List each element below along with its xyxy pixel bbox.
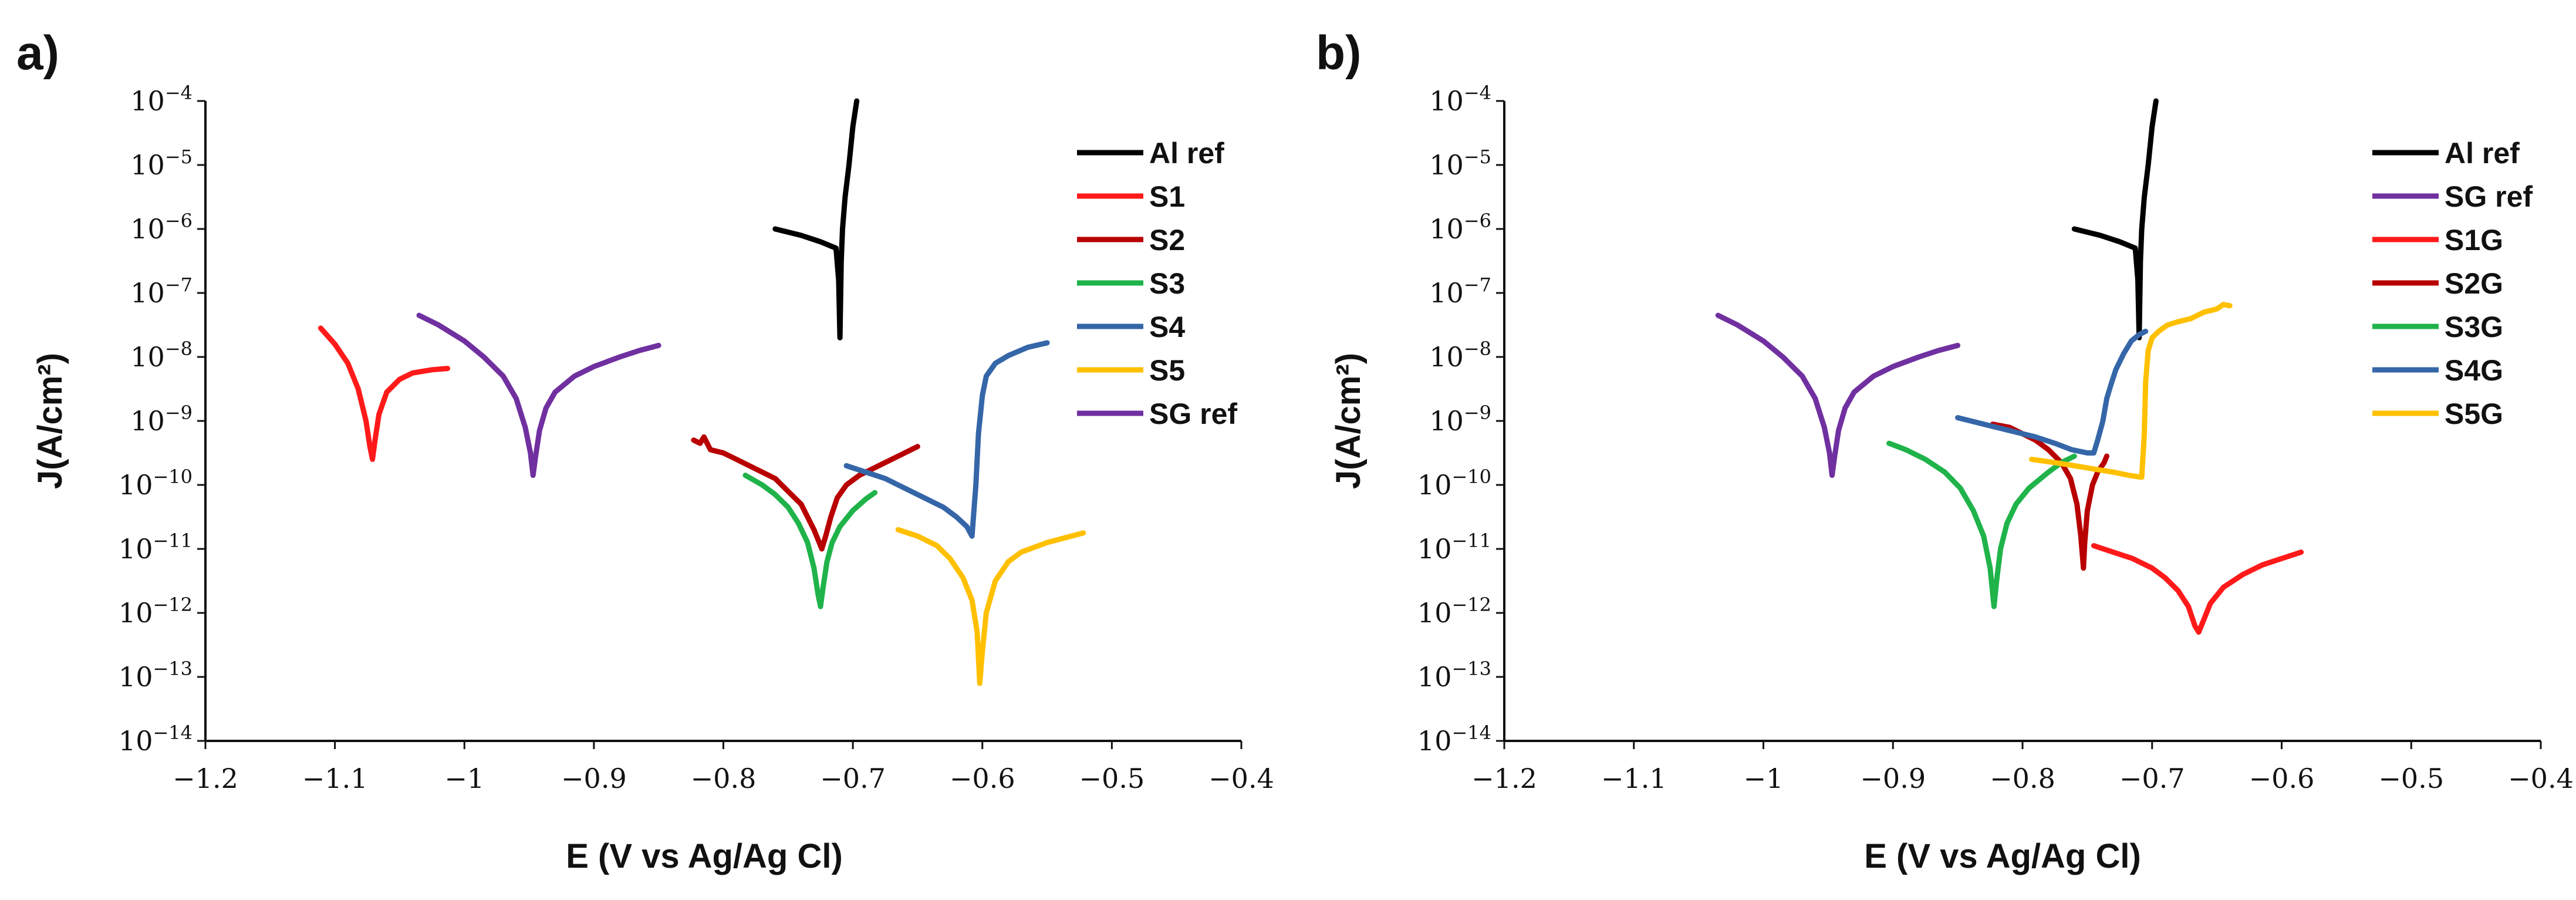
x-tick-label: −0.7 [2119, 763, 2185, 794]
x-tick-label: −0.9 [1860, 763, 1926, 794]
y-tick-label: 10−4 [130, 82, 193, 117]
y-tick-label: 10−12 [119, 594, 193, 629]
panel-label: a) [16, 26, 59, 80]
y-tick-label: 10−7 [130, 274, 193, 309]
panel-label: b) [1316, 26, 1361, 80]
y-tick-label: 10−9 [130, 402, 193, 437]
y-tick-label: 10−7 [1429, 274, 1491, 309]
series-line-s5 [895, 527, 1086, 686]
y-tick-label: 10−11 [119, 530, 193, 565]
series-line-s2 [691, 434, 920, 552]
x-tick-label: −0.6 [950, 763, 1015, 794]
x-tick-label: −0.7 [820, 763, 886, 794]
x-tick-label: −0.8 [1990, 763, 2055, 794]
x-axis-title: E (V vs Ag/Ag Cl) [566, 837, 843, 875]
x-tick-label: −0.6 [2249, 763, 2315, 794]
x-tick-label: −1.2 [173, 763, 238, 794]
x-tick-label: −1 [1744, 763, 1784, 794]
x-tick-label: −1.1 [1601, 763, 1667, 794]
legend-label-s5: S5 [1149, 354, 1185, 387]
y-tick-label: 10−11 [1417, 530, 1491, 565]
y-tick-label: 10−14 [119, 722, 193, 757]
x-tick-label: −1 [444, 763, 484, 794]
x-tick-label: −1.2 [1471, 763, 1537, 794]
legend-label-s1g: S1G [2445, 224, 2503, 257]
series-line-s3g [1886, 440, 2077, 609]
legend-label-sg-ref: SG ref [1149, 397, 1237, 430]
x-tick-label: −0.9 [561, 763, 627, 794]
legend-label-s3: S3 [1149, 267, 1185, 300]
x-tick-label: −0.8 [691, 763, 757, 794]
legend-label-s3g: S3G [2445, 311, 2503, 343]
series-line-al-ref [2071, 98, 2159, 341]
y-tick-label: 10−9 [1429, 402, 1491, 437]
y-tick-label: 10−5 [130, 146, 193, 181]
y-tick-label: 10−13 [1417, 658, 1491, 693]
y-tick-label: 10−8 [1429, 338, 1491, 373]
legend-label-s2: S2 [1149, 224, 1185, 257]
series-line-al-ref [772, 98, 860, 341]
x-axis-title: E (V vs Ag/Ag Cl) [1864, 837, 2141, 875]
panel-a: a) −1.2 −1.1 −1 −0.9 −0.8 −0.7 −0.6 −0.5 −0.4 10−4… [16, 26, 1274, 875]
series-line-s4 [843, 340, 1050, 539]
y-tick-label: 10−12 [1417, 594, 1491, 629]
y-tick-label: 10−4 [1429, 82, 1491, 117]
legend-label-s1: S1 [1149, 180, 1185, 213]
series-line-s4g [1955, 328, 2149, 456]
series-line-s3 [742, 473, 878, 609]
legend-label-al-ref: Al ref [1149, 137, 1224, 170]
x-tick-label: −1.1 [302, 763, 368, 794]
legend-label-al-ref: Al ref [2445, 137, 2520, 170]
y-tick-label: 10−10 [1417, 466, 1491, 501]
series-line-s1g [2091, 543, 2304, 635]
x-tick-label: −0.4 [2508, 763, 2574, 794]
legend-label-s5g: S5G [2445, 397, 2503, 430]
x-tick-label: −0.4 [1208, 763, 1274, 794]
y-tick-label: 10−5 [1429, 146, 1491, 181]
series-line-s2g [1990, 422, 2109, 571]
y-tick-label: 10−8 [130, 338, 193, 373]
y-tick-label: 10−14 [1417, 722, 1491, 757]
panel-b: b) −1.2 −1.1 −1 −0.9 −0.8 −0.7 −0.6 −0.5 −0.4 10−4… [1316, 26, 2574, 875]
y-axis-title: J(A/cm²) [31, 353, 69, 489]
y-axis-title: J(A/cm²) [1329, 353, 1368, 489]
legend-label-s2g: S2G [2445, 267, 2503, 300]
legend-label-sg-ref: SG ref [2445, 180, 2533, 213]
legend-label-s4g: S4G [2445, 354, 2503, 387]
series-line-sg-ref [416, 312, 661, 478]
y-tick-label: 10−6 [1429, 210, 1491, 245]
legend-label-s4: S4 [1149, 311, 1185, 343]
y-tick-label: 10−6 [130, 210, 193, 245]
series-line-s1 [318, 325, 451, 462]
series-line-sg-ref [1715, 312, 1961, 478]
series-line-s5g [2029, 302, 2233, 480]
x-tick-label: −0.5 [1079, 763, 1145, 794]
x-tick-label: −0.5 [2378, 763, 2444, 794]
y-tick-label: 10−13 [119, 658, 193, 693]
y-tick-label: 10−10 [119, 466, 193, 501]
